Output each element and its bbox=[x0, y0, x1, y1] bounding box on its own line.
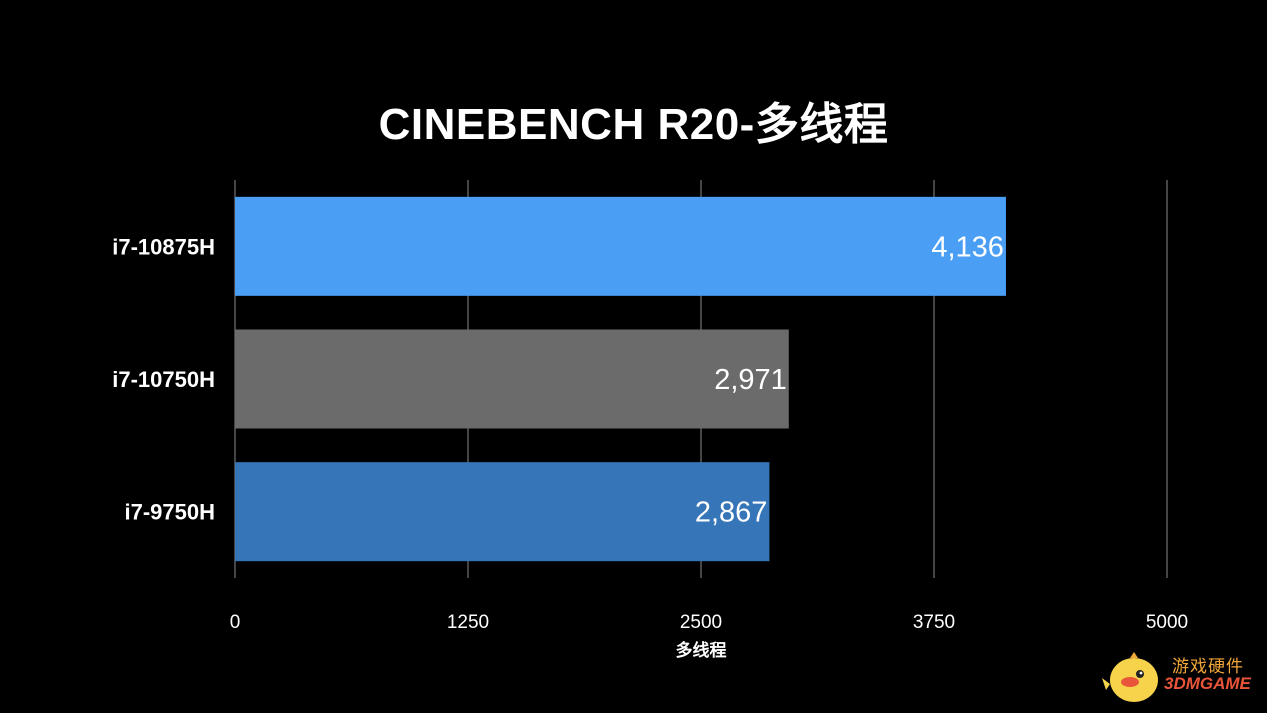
x-tick-label: 1250 bbox=[447, 612, 489, 633]
watermark: 游戏硬件 3DMGAME bbox=[1100, 648, 1260, 708]
x-tick-label: 2500 bbox=[680, 612, 722, 633]
value-label: 4,136 bbox=[931, 231, 1004, 263]
x-tick-label: 0 bbox=[230, 612, 241, 633]
watermark-cn: 游戏硬件 bbox=[1172, 657, 1244, 677]
bar bbox=[235, 462, 770, 562]
category-label: i7-9750H bbox=[124, 500, 215, 525]
watermark-en: 3DMGAME bbox=[1164, 674, 1251, 693]
value-labels: 4,136 2,971 2,867 bbox=[695, 231, 1004, 528]
x-tick-label: 5000 bbox=[1146, 612, 1188, 633]
value-label: 2,867 bbox=[695, 497, 768, 529]
x-tick-label: 3750 bbox=[913, 612, 955, 633]
chart-title: CINEBENCH R20-多线程 bbox=[378, 100, 889, 149]
category-label: i7-10750H bbox=[112, 367, 215, 392]
bar bbox=[235, 196, 1006, 296]
x-tick-labels: 0 1250 2500 3750 5000 bbox=[230, 612, 1188, 633]
bars bbox=[235, 196, 1006, 562]
category-labels: i7-10875H i7-10750H i7-9750H bbox=[112, 234, 215, 524]
value-label: 2,971 bbox=[714, 364, 787, 396]
chick-mascot-icon bbox=[1102, 652, 1158, 702]
x-axis-title: 多线程 bbox=[676, 640, 727, 661]
category-label: i7-10875H bbox=[112, 234, 215, 259]
bar bbox=[235, 329, 789, 429]
